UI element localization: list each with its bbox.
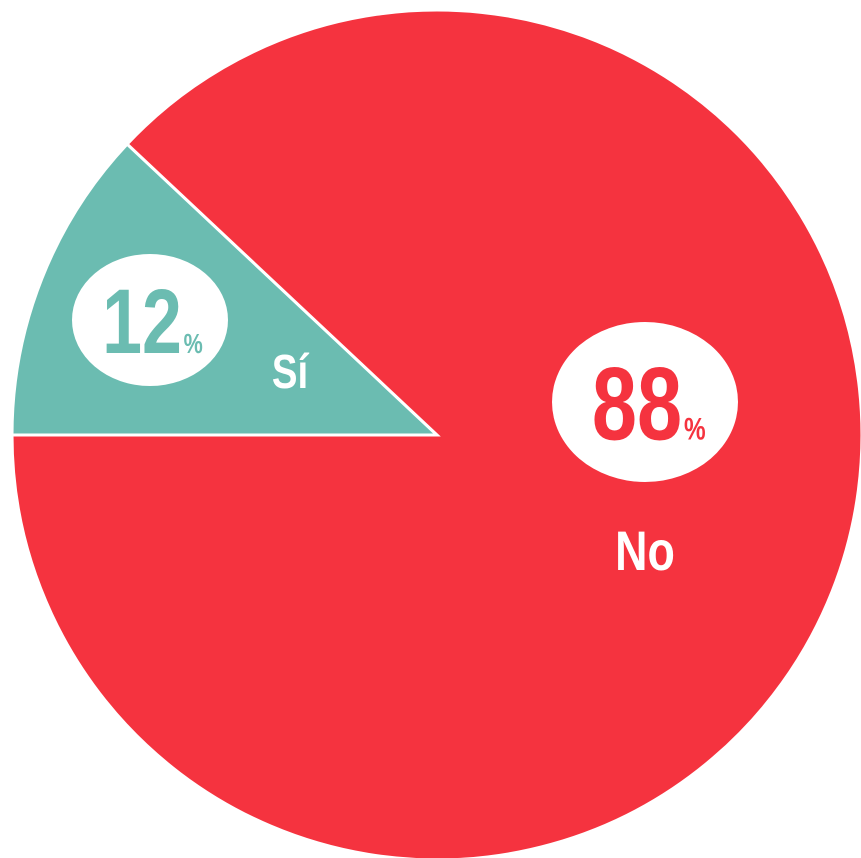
- label-bubble: [72, 254, 228, 386]
- value-label-group: 88%: [592, 346, 706, 462]
- value-label: 12: [102, 271, 182, 374]
- value-unit: %: [684, 412, 706, 447]
- category-label: Sí: [272, 346, 310, 399]
- category-label: No: [615, 519, 675, 582]
- category-label-group: Sí: [272, 346, 310, 399]
- value-unit: %: [184, 330, 203, 360]
- label-bubble: [552, 322, 738, 482]
- pie-slice: [10, 8, 861, 858]
- value-label: 88: [592, 346, 682, 462]
- value-label-group: 12%: [102, 271, 203, 374]
- category-label-group: No: [615, 519, 675, 582]
